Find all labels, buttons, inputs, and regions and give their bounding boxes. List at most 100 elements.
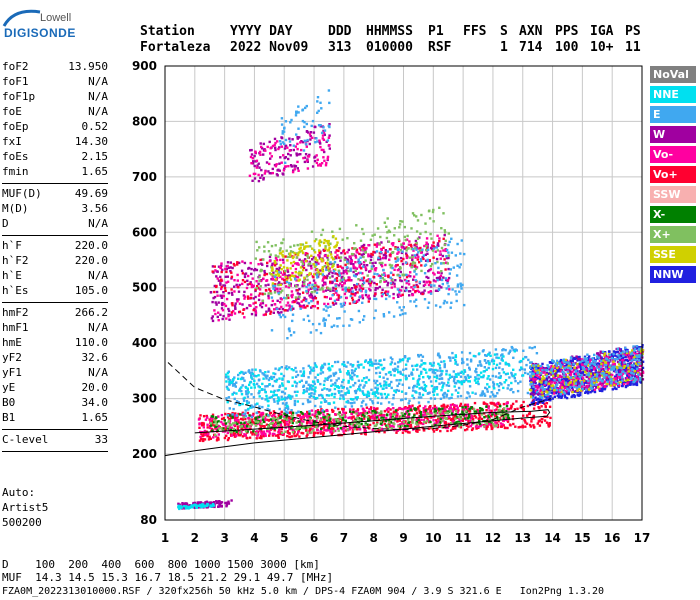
echo-dot (407, 407, 411, 411)
echo-dot (545, 390, 548, 393)
echo-dot (532, 400, 536, 403)
echo-dot (250, 404, 253, 407)
echo-dot (297, 410, 300, 414)
echo-dot (371, 364, 374, 367)
echo-dot (226, 371, 230, 375)
echo-dot (384, 255, 388, 258)
echo-dot (270, 390, 273, 393)
echo-dot (606, 375, 609, 379)
echo-dot (547, 365, 550, 369)
echo-dot (416, 382, 419, 385)
echo-dot (302, 372, 306, 375)
echo-dot (280, 366, 283, 369)
echo-dot (621, 379, 624, 382)
echo-dot (474, 355, 477, 358)
echo-dot (549, 387, 552, 391)
echo-dot (534, 378, 538, 381)
echo-dot (566, 380, 569, 383)
echo-dot (308, 428, 312, 432)
echo-dot (603, 358, 606, 362)
echo-dot (559, 368, 562, 372)
echo-dot (502, 386, 505, 390)
echo-dot (479, 407, 482, 410)
echo-dot (615, 382, 618, 386)
echo-dot (208, 426, 212, 430)
echo-dot (211, 417, 214, 421)
echo-dot (327, 394, 330, 397)
echo-dot (550, 365, 553, 368)
echo-dot (303, 296, 306, 300)
echo-dot (596, 362, 599, 365)
echo-dot (361, 379, 364, 382)
echo-dot (589, 391, 592, 394)
echo-dot (362, 366, 365, 369)
echo-dot (321, 388, 324, 391)
echo-dot (530, 420, 533, 423)
echo-dot (363, 264, 366, 267)
echo-dot (600, 359, 603, 363)
echo-dot (235, 381, 238, 384)
echo-dot (509, 407, 513, 410)
echo-dot (438, 408, 441, 411)
echo-dot (597, 383, 600, 386)
echo-dot (393, 413, 397, 416)
echo-dot (397, 389, 401, 392)
echo-dot (224, 376, 228, 379)
echo-dot (385, 386, 388, 389)
echo-dot (400, 390, 404, 393)
echo-dot (234, 307, 237, 310)
echo-dot (380, 416, 383, 419)
echo-dot (534, 369, 538, 372)
echo-dot (334, 272, 337, 275)
echo-dot (501, 359, 504, 362)
echo-dot (553, 376, 556, 380)
echo-dot (534, 362, 537, 366)
echo-dot (517, 382, 520, 385)
echo-dot (544, 367, 547, 370)
echo-dot (333, 392, 337, 396)
echo-dot (334, 429, 337, 433)
echo-dot (437, 423, 440, 426)
echo-dot (630, 359, 633, 362)
echo-dot (374, 395, 377, 398)
echo-dot (616, 355, 619, 358)
echo-dot (350, 369, 354, 372)
echo-dot (273, 289, 277, 292)
echo-dot (271, 432, 274, 436)
echo-dot (249, 424, 252, 427)
echo-dot (446, 404, 449, 407)
echo-dot (351, 428, 355, 431)
echo-dot (257, 392, 260, 395)
echo-dot (487, 406, 490, 410)
echo-dot (483, 425, 486, 428)
echo-dot (427, 400, 430, 404)
echo-dot (550, 391, 553, 394)
echo-dot (566, 368, 570, 372)
echo-dot (348, 408, 352, 411)
echo-dot (480, 407, 484, 411)
echo-dot (449, 409, 452, 412)
echo-dot (450, 393, 454, 396)
echo-dot (424, 385, 428, 388)
echo-dot (498, 408, 501, 412)
echo-dot (530, 385, 534, 388)
echo-dot (320, 410, 323, 414)
echo-dot (480, 364, 483, 367)
echo-dot (468, 395, 471, 398)
echo-dot (360, 417, 363, 420)
echo-dot (437, 362, 440, 366)
echo-dot (356, 364, 360, 367)
echo-dot (503, 407, 506, 410)
echo-dot (294, 375, 298, 378)
echo-dot (259, 423, 262, 426)
echo-dot (541, 375, 545, 378)
echo-dot (221, 301, 224, 305)
echo-dot (377, 392, 380, 395)
echo-dot (387, 428, 390, 431)
echo-dot (473, 379, 477, 382)
echo-dot (364, 268, 368, 272)
echo-dot (421, 422, 425, 425)
echo-dot (270, 278, 273, 281)
echo-dot (429, 362, 432, 365)
echo-dot (387, 423, 390, 426)
